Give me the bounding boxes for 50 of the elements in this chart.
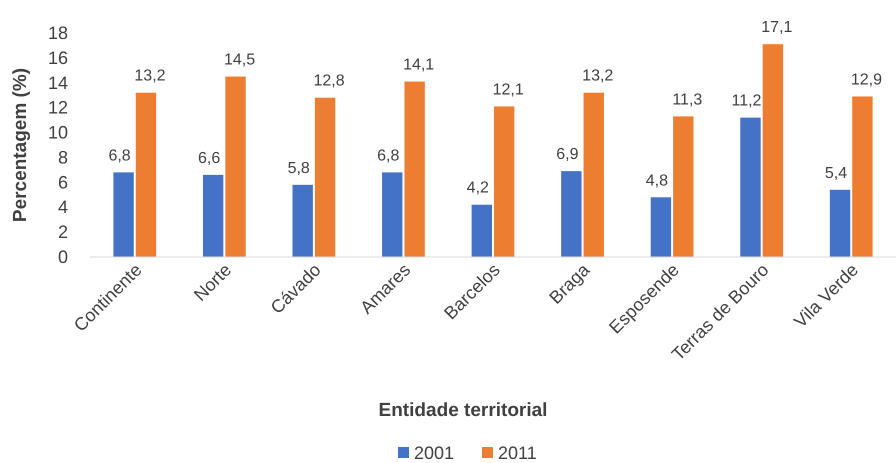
bar	[740, 118, 761, 257]
y-axis-title: Percentagem (%)	[10, 68, 31, 222]
bar	[584, 92, 604, 257]
bar	[852, 96, 873, 257]
y-tick-label: 14	[48, 72, 68, 93]
data-label: 12,9	[850, 71, 882, 88]
y-tick-label: 18	[48, 23, 68, 43]
y-tick-label: 4	[58, 197, 68, 218]
bar	[830, 190, 850, 257]
data-label: 6,6	[198, 150, 220, 167]
bar	[561, 171, 582, 257]
data-label: 13,2	[134, 68, 166, 85]
data-label: 12,8	[314, 72, 345, 90]
y-tick-label: 0	[58, 247, 68, 267]
y-tick-label: 12	[48, 98, 68, 118]
data-label: 5,4	[824, 164, 848, 182]
bar	[472, 204, 492, 257]
bar	[113, 172, 134, 257]
legend-label: 2001	[414, 443, 454, 463]
data-label: 4,2	[466, 180, 490, 197]
bar	[673, 116, 694, 257]
data-label: 12,1	[492, 81, 524, 98]
data-label: 13,2	[582, 68, 614, 85]
data-label: 14,5	[224, 52, 256, 69]
data-label: 17,1	[761, 19, 793, 36]
bar	[314, 98, 336, 257]
data-label: 5,8	[288, 160, 310, 177]
bar	[292, 184, 313, 257]
data-label: 6,9	[556, 146, 579, 164]
data-label: 6,8	[108, 147, 131, 164]
bar	[202, 174, 224, 257]
y-tick-label: 8	[58, 147, 68, 168]
bar	[650, 197, 672, 257]
data-label: 11,3	[672, 91, 702, 108]
bar	[494, 106, 514, 257]
y-tick-label: 6	[58, 172, 68, 192]
bar	[762, 44, 784, 257]
x-axis-title: Entidade territorial	[378, 400, 548, 421]
data-label: 6,8	[377, 147, 400, 164]
y-tick-label: 2	[58, 222, 68, 242]
data-label: 11,2	[731, 92, 762, 110]
bar	[404, 82, 425, 257]
y-tick-label: 16	[48, 48, 68, 68]
y-tick-label: 10	[48, 122, 68, 143]
bar	[225, 76, 246, 257]
bar	[382, 172, 402, 257]
data-label: 14,1	[403, 56, 434, 74]
data-label: 4,8	[646, 172, 668, 190]
legend-label: 2011	[498, 443, 537, 463]
bar	[136, 92, 156, 257]
